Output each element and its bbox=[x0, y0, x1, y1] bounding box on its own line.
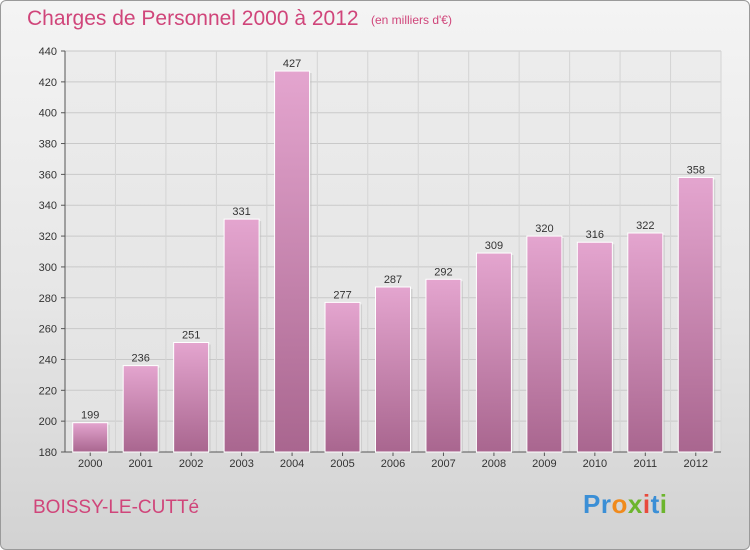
logo-letter: P bbox=[583, 489, 601, 519]
y-tick-label: 420 bbox=[39, 77, 57, 89]
bar-value-label: 199 bbox=[81, 410, 99, 422]
x-tick-label: 2011 bbox=[633, 458, 657, 470]
bar-value-label: 358 bbox=[687, 164, 705, 176]
chart-subtitle: (en milliers d'€) bbox=[371, 13, 452, 27]
logo-letter: t bbox=[650, 489, 660, 519]
labels: 180 200 220 240 260 280 300 320 340 360 380 400 420 4… bbox=[39, 46, 708, 470]
bar bbox=[627, 232, 664, 453]
bar-value-label: 316 bbox=[586, 229, 604, 241]
bar bbox=[425, 278, 462, 453]
y-tick-label: 380 bbox=[39, 139, 57, 151]
logo-letter: x bbox=[627, 489, 643, 519]
bar-value-label: 320 bbox=[535, 223, 553, 235]
bar-value-label: 292 bbox=[434, 266, 452, 278]
bar-value-label: 287 bbox=[384, 274, 402, 286]
y-tick-label: 220 bbox=[39, 385, 57, 397]
y-tick-label: 400 bbox=[39, 108, 57, 120]
y-tick-label: 280 bbox=[39, 293, 57, 305]
y-tick-label: 240 bbox=[39, 354, 57, 366]
x-tick-label: 2010 bbox=[583, 458, 607, 470]
x-tick-label: 2008 bbox=[482, 458, 506, 470]
logo-letter: i bbox=[659, 489, 668, 519]
bar bbox=[72, 422, 109, 453]
x-tick-label: 2007 bbox=[431, 458, 455, 470]
commune-name: BOISSY-LE-CUTTé bbox=[33, 497, 200, 518]
chart-title: Charges de Personnel 2000 à 2012 bbox=[27, 7, 359, 30]
x-tick-label: 2006 bbox=[381, 458, 405, 470]
x-tick-label: 2000 bbox=[78, 458, 102, 470]
logo-letter: r bbox=[600, 489, 612, 519]
bar bbox=[576, 241, 613, 453]
bar bbox=[274, 70, 311, 453]
x-tick-label: 2012 bbox=[684, 458, 708, 470]
proxiti-logo: Proxiti bbox=[583, 489, 667, 520]
x-tick-label: 2003 bbox=[229, 458, 253, 470]
bar-value-label: 236 bbox=[132, 353, 150, 365]
y-tick-label: 360 bbox=[39, 169, 57, 181]
y-tick-label: 300 bbox=[39, 262, 57, 274]
x-tick-label: 2004 bbox=[280, 458, 304, 470]
y-tick-label: 260 bbox=[39, 324, 57, 336]
logo-letter: o bbox=[611, 489, 628, 519]
bar-value-label: 331 bbox=[232, 206, 250, 218]
y-tick-label: 440 bbox=[39, 46, 57, 58]
bar bbox=[475, 252, 512, 453]
bar bbox=[375, 286, 411, 453]
bar-value-label: 251 bbox=[182, 329, 200, 341]
x-tick-label: 2002 bbox=[179, 458, 203, 470]
bar bbox=[122, 365, 159, 453]
x-tick-label: 2001 bbox=[128, 458, 152, 470]
bar-value-label: 322 bbox=[636, 220, 654, 232]
bars bbox=[72, 70, 716, 453]
x-tick-label: 2009 bbox=[532, 458, 556, 470]
bar bbox=[324, 301, 361, 453]
x-tick-label: 2005 bbox=[330, 458, 354, 470]
y-tick-label: 200 bbox=[39, 416, 57, 428]
bar-value-label: 427 bbox=[283, 58, 301, 70]
bar bbox=[526, 235, 563, 453]
logo-letter: i bbox=[642, 489, 651, 519]
y-tick-label: 340 bbox=[39, 200, 57, 212]
bar-value-label: 277 bbox=[333, 289, 351, 301]
bar bbox=[677, 176, 714, 453]
bar bbox=[173, 341, 210, 453]
bar bbox=[223, 218, 260, 453]
y-tick-label: 180 bbox=[39, 447, 57, 459]
bar-value-label: 309 bbox=[485, 240, 503, 252]
y-tick-label: 320 bbox=[39, 231, 57, 243]
